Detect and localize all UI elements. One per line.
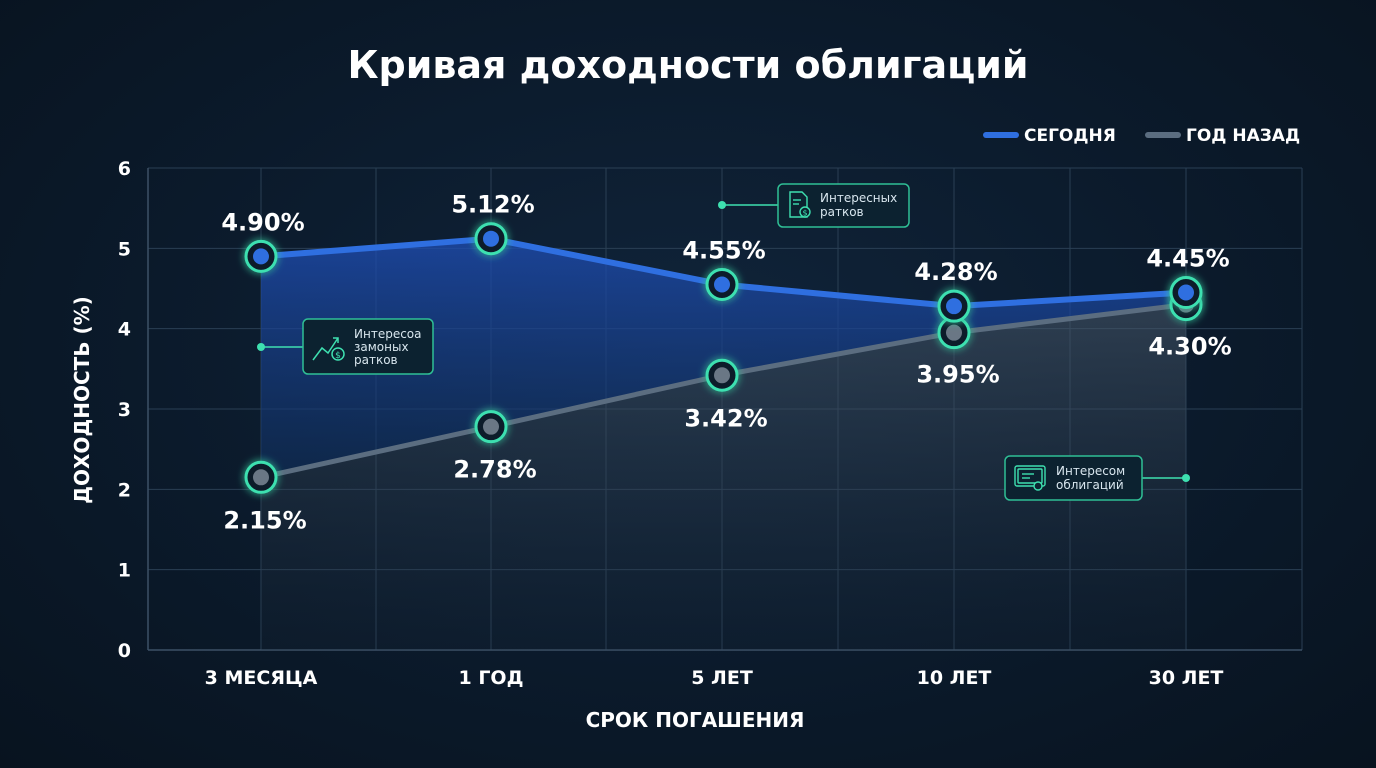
data-label-today: 4.55% (682, 236, 765, 264)
legend-label-today: СЕГОДНЯ (1024, 126, 1116, 146)
growth-coin-icon: $ (312, 337, 345, 361)
document-dollar-icon: $ (789, 191, 811, 218)
svg-text:$: $ (802, 209, 807, 218)
point-today (705, 267, 739, 301)
x-tick-label: 5 ЛЕТ (691, 667, 753, 689)
y-tick-label: 5 (118, 238, 131, 260)
y-tick-label: 3 (118, 399, 131, 421)
annotation-certificate: Интересом облигаций (1004, 455, 1190, 501)
legend-label-year-ago: ГОД НАЗАД (1186, 126, 1300, 146)
data-label-today: 4.28% (914, 258, 997, 286)
point-year-ago (705, 358, 739, 392)
data-label-today: 4.90% (221, 208, 304, 236)
data-label-year-ago: 4.30% (1148, 333, 1231, 361)
data-label-year-ago: 2.78% (453, 456, 536, 484)
x-tick-label: 30 ЛЕТ (1149, 667, 1224, 689)
data-label-year-ago: 3.95% (916, 361, 999, 389)
data-labels: 4.90% 5.12% 4.55% 4.28% 4.45% 2.15% 2.78% 3.42%… (221, 191, 1231, 535)
certificate-icon (1014, 465, 1046, 491)
y-tick-label: 2 (118, 479, 131, 501)
annotation-growth: $ Интересоа замоных ратков (257, 318, 434, 375)
annotation-documents: $ Интересных ратков (718, 183, 910, 228)
y-tick-label: 0 (118, 640, 131, 662)
data-label-year-ago: 3.42% (684, 404, 767, 432)
area-year-ago (261, 304, 1186, 650)
y-tick-label: 4 (118, 319, 131, 341)
y-tick-label: 6 (118, 158, 131, 180)
point-year-ago (244, 460, 278, 494)
data-label-today: 4.45% (1146, 245, 1229, 273)
data-label-today: 5.12% (451, 191, 534, 219)
data-label-year-ago: 2.15% (223, 506, 306, 534)
point-today (474, 222, 508, 256)
annotation-certificate-line-1: Интересом (1056, 464, 1125, 478)
annotation-growth-line-3: ратков (354, 353, 398, 367)
point-today (937, 289, 971, 323)
y-axis-title: ДОХОДНОСТЬ (%) (70, 296, 94, 504)
y-tick-label: 1 (118, 560, 131, 582)
annotation-growth-line-1: Интересоа (354, 327, 422, 341)
x-tick-label: 1 ГОД (458, 667, 523, 689)
point-year-ago (474, 410, 508, 444)
point-today (244, 239, 278, 273)
x-tick-label: 3 МЕСЯЦА (205, 667, 318, 689)
chart-title: Кривая доходности облигаций (347, 43, 1028, 87)
x-tick-label: 10 ЛЕТ (917, 667, 992, 689)
annotation-certificate-line-2: облигаций (1056, 478, 1124, 492)
x-axis-title: СРОК ПОГАШЕНИЯ (586, 708, 805, 732)
annotation-documents-line-2: ратков (820, 205, 864, 219)
annotation-growth-line-2: замоных (354, 340, 409, 354)
data-points (244, 222, 1203, 494)
axis-ticks: 0 1 2 3 4 5 6 3 МЕСЯЦА 1 ГОД 5 ЛЕТ 10 ЛЕТ 30 ЛЕТ (118, 158, 1224, 689)
legend: СЕГОДНЯ ГОД НАЗАД (983, 126, 1300, 146)
point-today (1169, 276, 1203, 310)
svg-text:$: $ (335, 351, 341, 361)
annotation-documents-line-1: Интересных (820, 191, 897, 205)
